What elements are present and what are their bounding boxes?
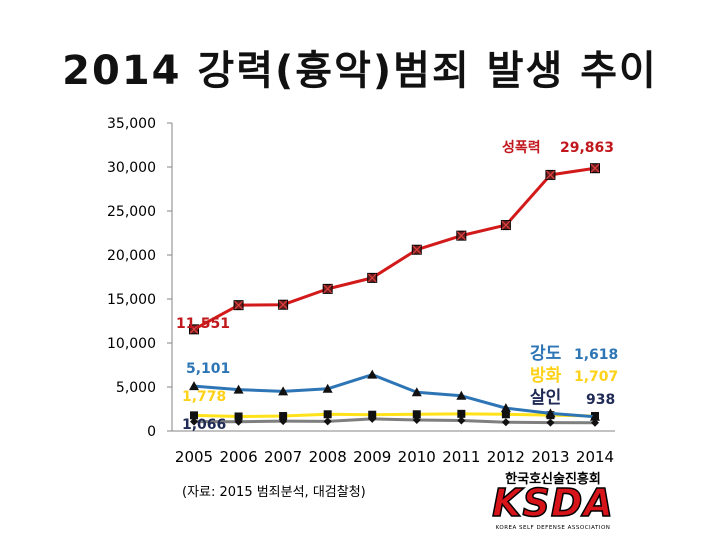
ksda-logo: 한국호신술진흥회 KSDA KOREA SELF DEFENSE ASSOCIA…	[490, 468, 616, 534]
y-tick-label: 30,000	[107, 160, 156, 176]
series-start-label: 5,101	[186, 361, 230, 377]
x-tick-label: 2006	[219, 448, 257, 466]
source-note: (자료: 2015 범죄분석, 대검찰청)	[182, 485, 366, 500]
data-point	[411, 387, 422, 397]
series-end-label: 1,618	[574, 347, 618, 363]
data-point	[322, 383, 333, 393]
data-point	[590, 163, 600, 174]
y-tick-label: 15,000	[107, 292, 156, 308]
series-end-label: 1,707	[574, 369, 618, 385]
x-tick-label: 2005	[175, 448, 213, 466]
series-name-label: 살인	[530, 388, 561, 408]
x-tick-label: 2014	[576, 448, 614, 466]
logo-subtitle: KOREA SELF DEFENSE ASSOCIATION	[495, 525, 611, 531]
data-point	[278, 299, 289, 310]
series-line	[193, 412, 596, 418]
x-tick-label: 2013	[531, 448, 569, 466]
x-tick-label: 2009	[353, 448, 391, 466]
data-point	[500, 220, 511, 231]
data-point	[412, 410, 421, 419]
series-line	[193, 373, 596, 419]
data-point	[456, 230, 467, 241]
series-name-label: 성폭력	[502, 140, 541, 156]
series-start-label: 1,778	[182, 389, 226, 405]
x-tick-label: 2008	[309, 448, 347, 466]
data-point	[189, 381, 199, 391]
x-tick-label: 2010	[398, 448, 436, 466]
data-point	[501, 410, 510, 419]
slide-title: 2014 강력(흉악)범죄 발생 추이	[62, 48, 658, 94]
data-point	[233, 300, 244, 311]
y-tick-label: 25,000	[107, 204, 156, 220]
series-end-label: 29,863	[560, 140, 614, 156]
data-point	[323, 410, 332, 419]
y-tick-label: 0	[147, 424, 156, 440]
series-name-label: 방화	[530, 366, 562, 386]
x-tick-label: 2012	[487, 448, 525, 466]
x-tick-label: 2007	[264, 448, 302, 466]
data-point	[368, 410, 377, 419]
data-point	[322, 283, 333, 294]
y-tick-label: 5,000	[116, 380, 156, 396]
series-end-label: 938	[586, 392, 615, 408]
data-point	[457, 409, 466, 418]
series-layer	[189, 163, 600, 427]
data-point	[233, 384, 244, 394]
data-point	[456, 390, 467, 400]
data-point	[501, 418, 510, 427]
data-point	[190, 411, 198, 420]
data-point	[189, 324, 199, 335]
data-point	[279, 412, 288, 421]
data-point	[545, 408, 556, 418]
axis-layer: 0 5,000 10,000 15,000 20,000 25,000 30,000 35,0…	[107, 116, 615, 466]
data-point	[411, 244, 422, 255]
data-point	[500, 403, 511, 413]
logo-mark: KSDA	[491, 481, 614, 525]
data-point	[545, 169, 556, 180]
series-line	[193, 166, 596, 331]
label-layer: 11,551 성폭력 29,863 5,101 강도 1,618 1,778 방화 1,707 1…	[176, 140, 618, 433]
data-point	[278, 386, 289, 396]
x-tick-label: 2011	[442, 448, 480, 466]
y-tick-label: 35,000	[107, 116, 156, 132]
series-start-label: 11,551	[176, 316, 230, 332]
y-tick-label: 20,000	[107, 248, 156, 264]
data-point	[457, 416, 466, 425]
data-point	[367, 369, 378, 379]
series-name-label: 강도	[530, 344, 562, 364]
data-point	[367, 272, 378, 283]
data-point	[546, 418, 555, 427]
data-point	[234, 412, 243, 421]
series-line	[193, 417, 596, 425]
series-start-label: 1,066	[182, 417, 226, 433]
data-point	[323, 417, 332, 426]
y-tick-label: 10,000	[107, 336, 156, 352]
logo-org-name: 한국호신술진흥회	[505, 472, 601, 487]
data-point	[590, 411, 600, 421]
data-point	[190, 417, 198, 426]
